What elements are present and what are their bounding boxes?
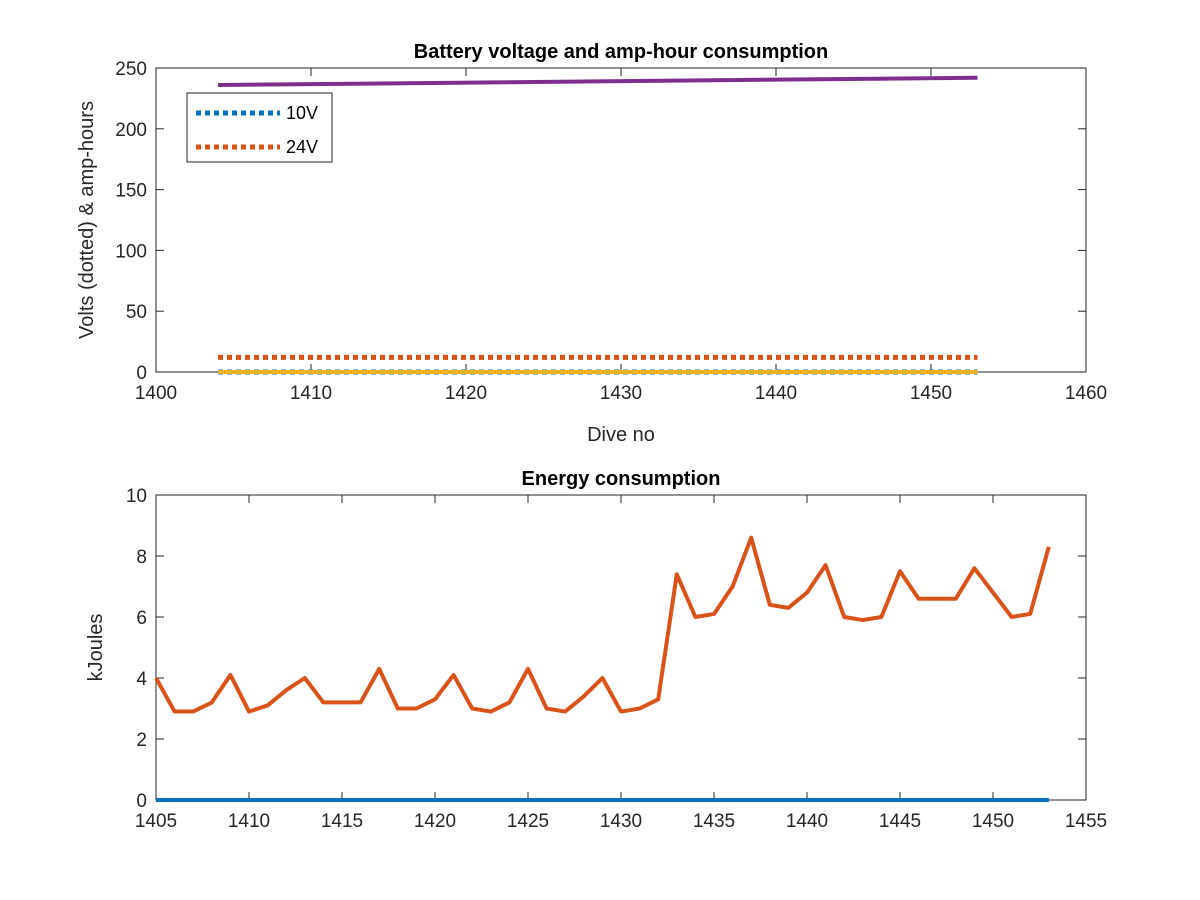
x-tick-label: 1400 [135, 383, 177, 404]
x-tick-label: 1420 [414, 811, 456, 832]
x-tick-label: 1455 [1065, 811, 1107, 832]
legend-box [186, 92, 333, 163]
axes-box [155, 494, 1087, 801]
y-tick-label: 8 [136, 547, 147, 568]
x-tick-label: 1450 [910, 383, 952, 404]
x-tick-label: 1435 [693, 811, 735, 832]
x-tick-label: 1415 [321, 811, 363, 832]
y-tick-label: 6 [136, 608, 147, 629]
x-tick-label: 1460 [1065, 383, 1107, 404]
y-tick-label: 200 [115, 120, 147, 141]
y-tick-label: 250 [115, 59, 147, 80]
x-tick-label: 1405 [135, 811, 177, 832]
series-line-3 [217, 75, 978, 88]
series-line-1 [154, 535, 1051, 714]
x-tick-label: 1430 [600, 383, 642, 404]
x-tick-label: 1430 [600, 811, 642, 832]
x-tick-label: 1420 [445, 383, 487, 404]
x-tick-label: 1425 [507, 811, 549, 832]
x-axis-label: Dive no [587, 424, 655, 446]
y-axis-label: Volts (dotted) & amp-hours [76, 101, 98, 339]
y-tick-label: 2 [136, 730, 147, 751]
x-tick-label: 1445 [879, 811, 921, 832]
legend: 10V 24V [186, 92, 333, 163]
y-tick-label: 150 [115, 181, 147, 202]
x-tick-label: 1410 [290, 383, 332, 404]
battery-chart: 1400 1410 1420 1430 1440 1450 1460 0 50 100 150 200… [76, 41, 1107, 446]
y-tick-label: 100 [115, 241, 147, 262]
y-tick-label: 0 [136, 363, 147, 384]
y-tick-label: 4 [136, 669, 147, 690]
x-tick-label: 1410 [228, 811, 270, 832]
y-tick-label: 50 [126, 302, 147, 323]
legend-label: 24V [286, 137, 318, 157]
x-tick-label: 1450 [972, 811, 1014, 832]
energy-chart: 1405 1410 1415 1420 1425 1430 1435 1440 1445 1450… [85, 468, 1107, 832]
x-tick-label: 1440 [755, 383, 797, 404]
y-tick-label: 10 [126, 486, 147, 507]
legend-label: 10V [286, 103, 318, 123]
chart-title: Battery voltage and amp-hour consumption [414, 41, 828, 63]
chart-title: Energy consumption [522, 468, 721, 490]
x-tick-label: 1440 [786, 811, 828, 832]
y-axis-label: kJoules [85, 614, 107, 682]
y-tick-label: 0 [136, 791, 147, 812]
